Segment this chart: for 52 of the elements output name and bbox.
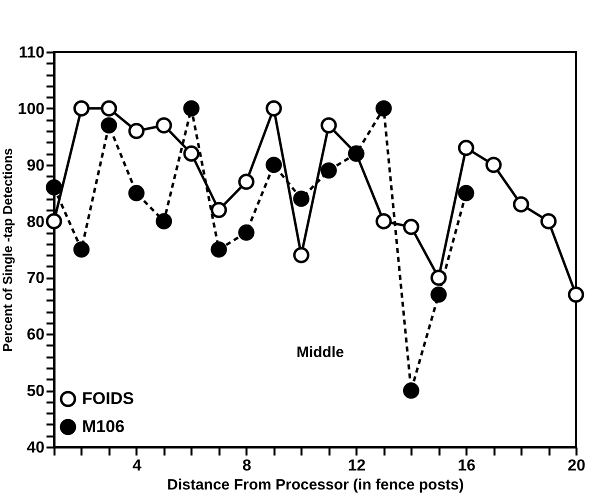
point: [46, 213, 62, 230]
point: [183, 100, 200, 117]
x-axis-title: Distance From Processor (in fence posts): [167, 476, 464, 494]
point: [458, 140, 474, 156]
y-tick-label: 90: [26, 157, 45, 174]
point: [320, 117, 337, 134]
y-tick-label: 60: [26, 326, 45, 344]
legend-label: M106: [82, 417, 125, 436]
y-tick-label: 110: [18, 44, 45, 62]
point: [238, 174, 254, 190]
point: [320, 162, 337, 179]
point: [128, 184, 145, 202]
y-tick-label: 50: [26, 383, 45, 400]
point: [183, 145, 200, 162]
point: [485, 156, 502, 173]
point: [568, 286, 584, 303]
point: [210, 202, 227, 218]
point: [46, 179, 62, 196]
point: [156, 117, 172, 134]
point: [266, 156, 282, 173]
point: [430, 270, 447, 286]
point: [376, 100, 392, 117]
x-tick-label: 4: [132, 458, 142, 474]
point: [73, 100, 90, 117]
y-tick-label: 40: [26, 440, 45, 456]
x-tick-label: 12: [348, 458, 366, 474]
point: [403, 218, 420, 236]
point: [540, 213, 557, 230]
x-tick-label: 8: [242, 458, 252, 474]
point: [100, 117, 118, 134]
annotation: Middle: [296, 344, 344, 362]
x-tick-label: 16: [458, 458, 476, 474]
y-tick-label: 70: [26, 270, 45, 288]
point: [430, 286, 447, 303]
point: [293, 190, 310, 207]
x-tick-label: 20: [568, 458, 586, 474]
point: [128, 122, 145, 140]
point: [458, 184, 474, 202]
y-tick-label: 100: [18, 100, 45, 118]
point: [73, 241, 90, 258]
y-tick-label: 80: [26, 214, 45, 231]
point: [100, 100, 118, 117]
point: [266, 100, 282, 117]
point: [512, 196, 530, 212]
point: [403, 382, 420, 399]
y-axis-title: Percent of Single -tap Detections: [0, 148, 15, 352]
legend-label: FOIDS: [82, 389, 134, 408]
point: [156, 213, 172, 230]
point: [376, 213, 392, 230]
point: [210, 241, 227, 258]
point: [293, 247, 310, 264]
point: [238, 224, 254, 241]
